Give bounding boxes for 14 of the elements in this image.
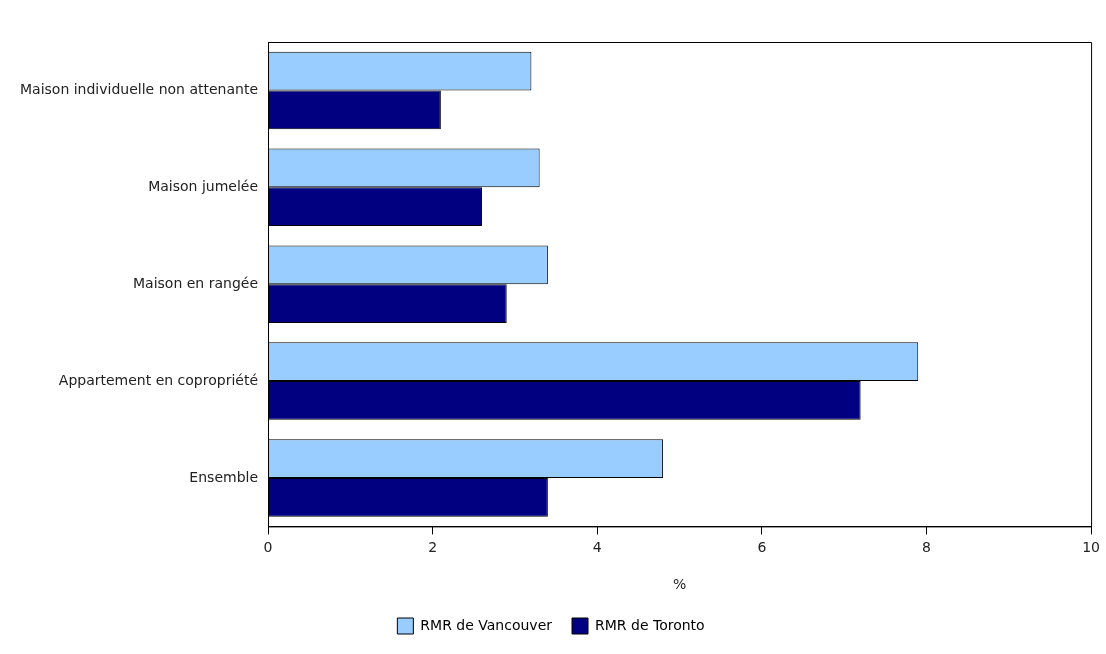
x-axis-title: % xyxy=(672,576,687,593)
x-tick-label: 6 xyxy=(757,539,767,556)
y-tick-label: Maison en rangée xyxy=(133,274,259,291)
legend-label: RMR de Vancouver xyxy=(420,616,553,633)
y-tick-label: Appartement en copropriété xyxy=(58,371,259,388)
x-tick-label: 2 xyxy=(428,539,438,556)
y-tick-label: Ensemble xyxy=(189,468,259,485)
y-tick-label: Maison jumelée xyxy=(148,177,259,194)
x-tick-label: 10 xyxy=(1082,539,1101,556)
x-tick-label: 4 xyxy=(592,539,602,556)
y-tick-label: Maison individuelle non attenante xyxy=(19,81,259,98)
x-tick-label: 8 xyxy=(922,539,931,556)
legend-label: RMR de Toronto xyxy=(595,616,705,633)
x-tick-label: 0 xyxy=(263,539,273,556)
